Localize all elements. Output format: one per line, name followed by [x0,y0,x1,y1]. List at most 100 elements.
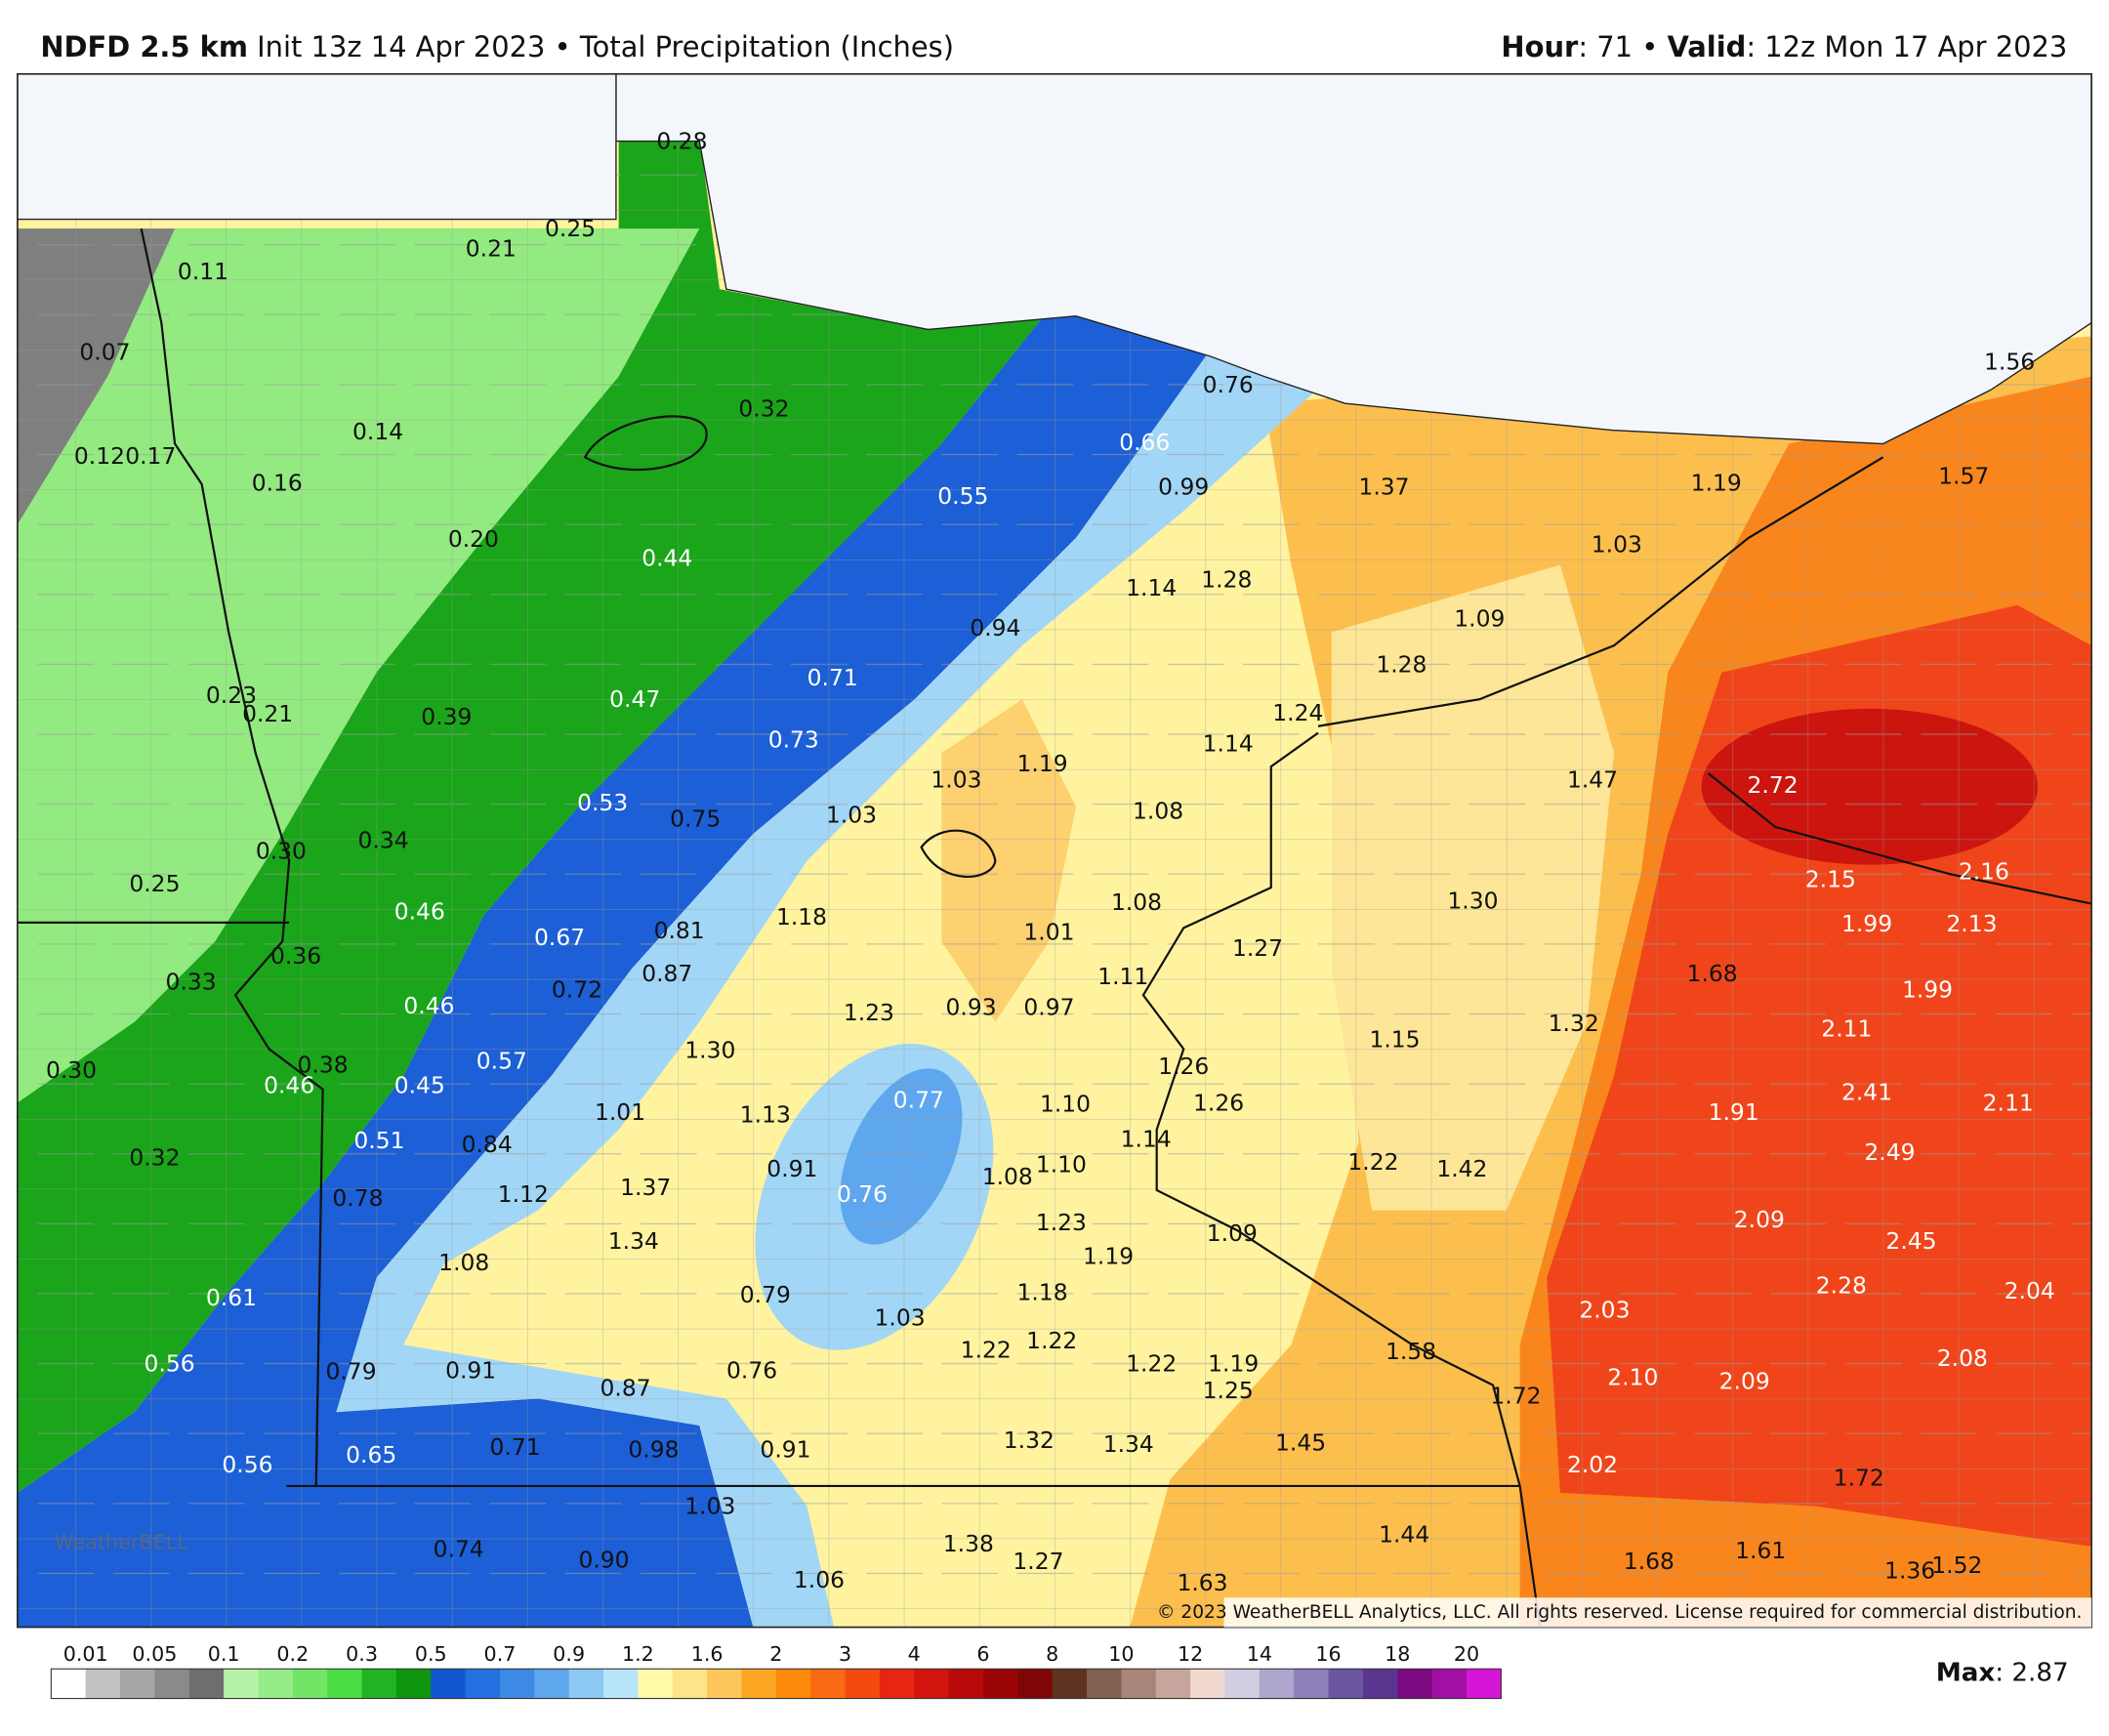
value-label: 1.03 [1592,531,1642,558]
value-label: 0.75 [670,806,721,833]
legend-swatch [603,1669,639,1699]
value-label: 1.45 [1275,1429,1326,1457]
legend-swatch [775,1669,811,1699]
value-label: 0.30 [46,1056,97,1084]
value-label: 2.49 [1864,1138,1915,1166]
value-label: 1.14 [1126,574,1177,601]
value-label: 2.08 [1937,1344,1988,1372]
legend-swatch [1224,1669,1261,1699]
value-label: 1.12 [498,1180,549,1208]
value-label: 0.76 [1203,371,1254,398]
colorbar-tick-label: 4 [908,1642,921,1666]
value-label: 0.87 [600,1374,650,1401]
value-label: 0.90 [578,1547,629,1574]
max-value: : 2.87 [1995,1659,2068,1688]
colorbar: 0.01 0.05 0.1 0.2 0.3 0.5 0.7 0.9 1.2 1.6 2 3 4 6 8 10 1… [50,1642,1502,1700]
legend-swatch [914,1669,950,1699]
colorbar-tick-label: 20 [1454,1642,1479,1666]
value-label: 0.57 [476,1048,527,1075]
colorbar-tick-label: 0.01 [63,1642,108,1666]
copyright: © 2023 WeatherBELL Analytics, LLC. All r… [1157,1602,2083,1623]
value-label: 0.16 [252,469,303,496]
value-label: 2.15 [1805,866,1856,893]
value-label: 1.27 [1013,1548,1063,1575]
value-label: 0.91 [766,1155,817,1182]
header-right: Hour: 71 • Valid: 12z Mon 17 Apr 2023 [1501,30,2067,63]
colorbar-tick-label: 3 [839,1642,851,1666]
value-label: 0.72 [552,976,602,1004]
state-border [1141,731,1542,1628]
value-label: 1.32 [1004,1426,1054,1454]
value-label: 1.27 [1232,934,1283,962]
value-label: 0.30 [256,838,307,865]
value-label: 0.91 [445,1356,496,1384]
value-label: 1.08 [982,1163,1033,1190]
legend-swatch [361,1669,397,1699]
value-label: 1.56 [1984,348,2035,375]
value-label: 0.45 [394,1071,445,1098]
value-label: 1.99 [1841,910,1892,937]
value-label: 1.14 [1121,1125,1172,1152]
value-label: 1.10 [1040,1091,1091,1118]
value-label: 0.74 [434,1536,484,1563]
value-label: 2.72 [1748,771,1799,799]
value-labels: 0.28 0.25 0.21 0.11 0.07 0.12 0.17 0.14 0.16 0.32… [46,127,2055,1595]
value-label: 0.17 [125,442,176,470]
value-label: 1.11 [1097,963,1148,990]
legend-swatch [395,1669,432,1699]
value-label: 0.20 [448,525,499,553]
state-border [140,227,324,1486]
precip-field [17,73,2092,1628]
value-label: 0.76 [726,1356,777,1384]
value-label: 1.22 [1126,1349,1177,1377]
value-label: 0.12 [74,442,125,470]
legend-swatch [1155,1669,1191,1699]
legend-swatch [292,1669,328,1699]
legend-swatch [879,1669,915,1699]
value-label: 0.61 [206,1284,257,1311]
legend-swatch [1121,1669,1157,1699]
legend-swatch [431,1669,467,1699]
separator: • [1641,30,1658,63]
value-label: 2.04 [2005,1277,2055,1304]
colorbar-tick-label: 0.7 [484,1642,517,1666]
copyright-bg [1223,1597,2092,1628]
value-label: 2.28 [1816,1272,1867,1300]
colorbar-tick-label: 18 [1385,1642,1410,1666]
value-label: 1.23 [844,999,894,1026]
value-label: 0.32 [738,395,789,423]
value-label: 1.38 [943,1530,994,1557]
value-label: 1.22 [1026,1327,1077,1354]
lake [583,415,708,472]
value-label: 2.09 [1719,1367,1770,1394]
value-label: 0.98 [628,1436,679,1464]
value-label: 0.99 [1158,473,1209,500]
canada [17,73,617,221]
legend-swatch [51,1669,87,1699]
value-label: 1.03 [875,1304,926,1332]
value-label: 1.26 [1158,1053,1209,1080]
value-label: 1.57 [1938,462,1989,489]
value-label: 1.09 [1454,604,1505,632]
legend-swatch [1328,1669,1364,1699]
value-label: 0.71 [490,1433,541,1461]
value-label: 1.37 [1358,473,1409,500]
value-label: 0.77 [893,1087,944,1114]
value-label: 1.28 [1201,566,1252,594]
value-label: 0.51 [353,1127,404,1154]
value-label: 1.30 [684,1037,735,1064]
hour-label: Hour [1501,30,1579,63]
value-label: 1.30 [1447,888,1498,915]
legend-swatch [1190,1669,1225,1699]
value-label: 0.25 [545,215,596,242]
colorbar-tick-label: 16 [1315,1642,1341,1666]
value-label: 1.26 [1193,1089,1244,1116]
value-label: 0.28 [656,127,707,154]
legend-swatch [120,1669,155,1699]
colorbar-tick-label: 0.05 [132,1642,177,1666]
colorbar-frame [50,1668,1502,1700]
value-label: 1.15 [1369,1026,1420,1054]
legend-swatch [1362,1669,1398,1699]
value-label: 1.19 [1691,469,1742,496]
value-label: 0.73 [768,725,819,753]
